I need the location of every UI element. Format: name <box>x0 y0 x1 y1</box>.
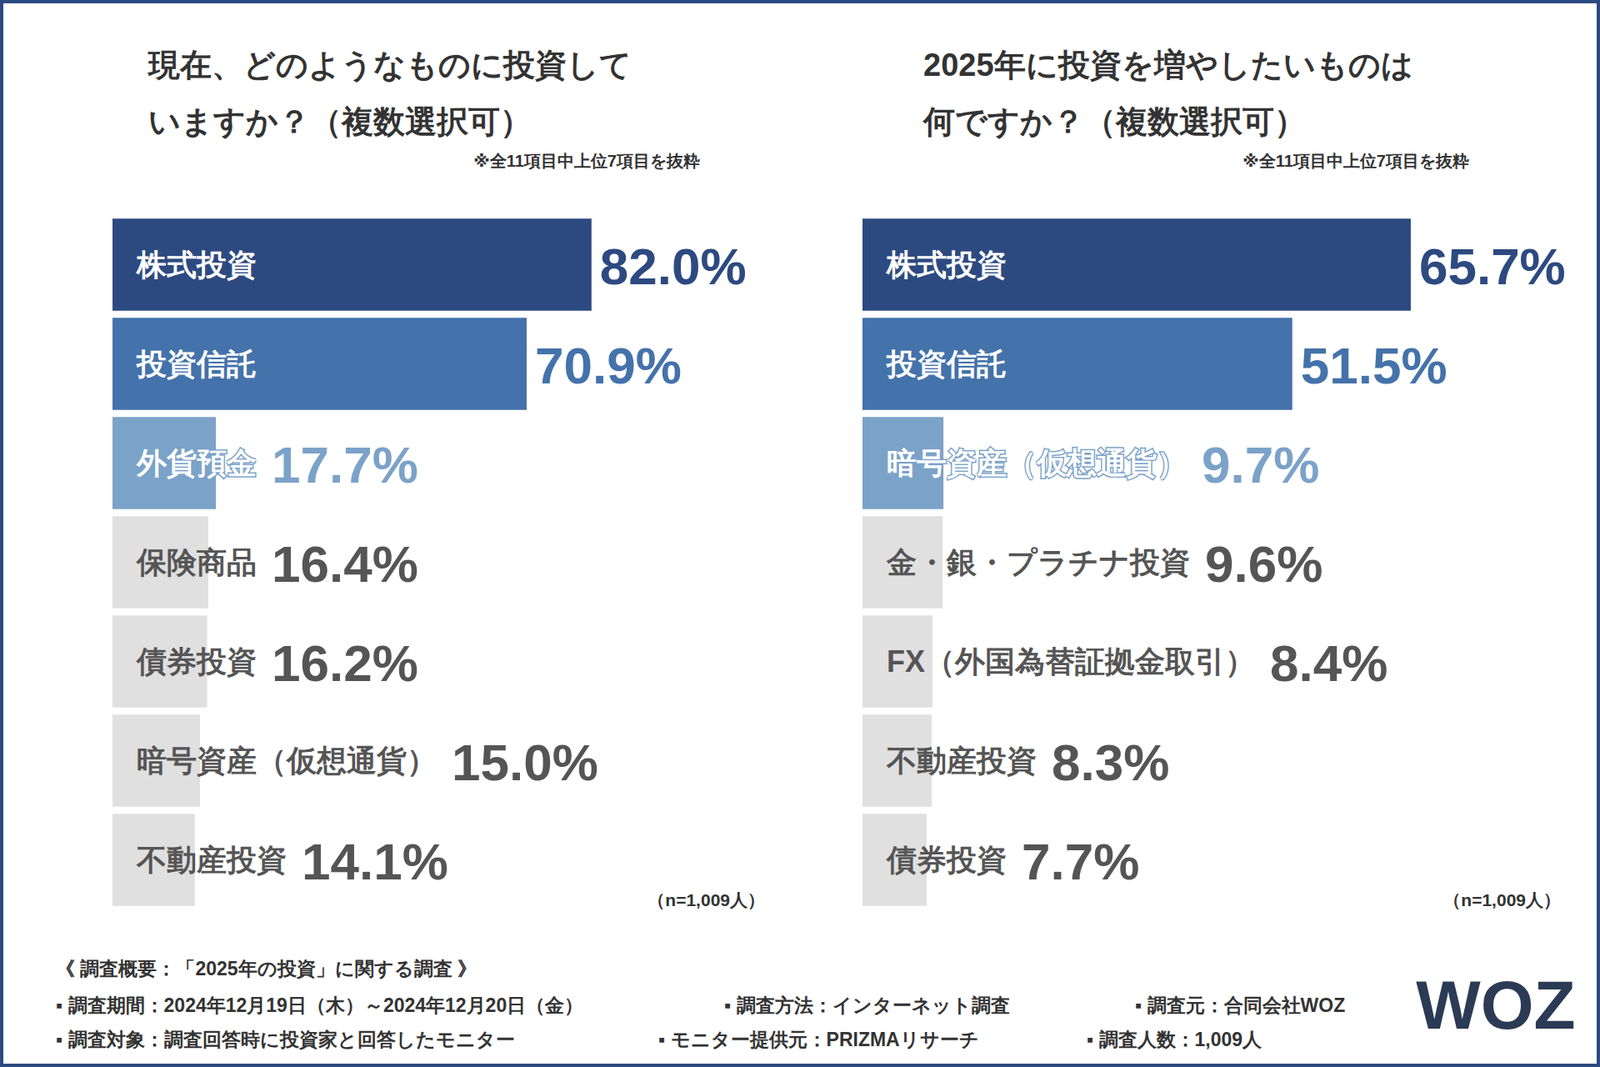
svg-text:投資信託: 投資信託 <box>885 346 1007 381</box>
svg-text:暗号資産（仮想通貨）: 暗号資産（仮想通貨） <box>136 743 437 778</box>
svg-text:※全11項目中上位7項目を抜粋: ※全11項目中上位7項目を抜粋 <box>1242 151 1470 170</box>
svg-text:82.0%: 82.0% <box>600 237 747 295</box>
svg-text:WOZ: WOZ <box>1415 966 1575 1043</box>
svg-text:外貨預金: 外貨預金 <box>135 445 257 480</box>
svg-text:債券投資: 債券投資 <box>135 644 257 679</box>
svg-text:▪ 調査対象：調査回答時に投資家と回答したモニター: ▪ 調査対象：調査回答時に投資家と回答したモニター <box>55 1028 515 1050</box>
svg-text:《 調査概要：「2025年の投資」に関する調査 》: 《 調査概要：「2025年の投資」に関する調査 》 <box>55 957 477 980</box>
svg-text:2025年に投資を増やしたいものは: 2025年に投資を増やしたいものは <box>923 47 1414 83</box>
svg-text:7.7%: 7.7% <box>1021 832 1140 890</box>
svg-text:金・銀・プラチナ投資: 金・銀・プラチナ投資 <box>885 545 1190 580</box>
svg-text:▪ 調査期間：2024年12月19日（木）～2024年12月: ▪ 調査期間：2024年12月19日（木）～2024年12月20日（金） <box>55 994 584 1016</box>
svg-text:（n=1,009人）: （n=1,009人） <box>1443 890 1561 910</box>
svg-text:暗号資産（仮想通貨）: 暗号資産（仮想通貨） <box>886 445 1187 480</box>
svg-text:FX（外国為替証拠金取引）: FX（外国為替証拠金取引） <box>886 644 1255 679</box>
svg-text:▪ モニター提供元：PRIZMAリサーチ: ▪ モニター提供元：PRIZMAリサーチ <box>658 1028 980 1050</box>
svg-text:株式投資: 株式投資 <box>135 247 257 282</box>
svg-text:▪ 調査人数：1,009人: ▪ 調査人数：1,009人 <box>1086 1028 1263 1050</box>
svg-text:現在、どのようなものに投資して: 現在、どのようなものに投資して <box>146 47 632 83</box>
svg-text:9.7%: 9.7% <box>1201 435 1320 494</box>
svg-text:8.3%: 8.3% <box>1051 733 1170 791</box>
svg-text:8.4%: 8.4% <box>1270 634 1388 692</box>
svg-text:14.1%: 14.1% <box>301 832 449 890</box>
svg-text:▪ 調査元：合同会社WOZ: ▪ 調査元：合同会社WOZ <box>1135 994 1345 1016</box>
svg-text:16.4%: 16.4% <box>271 535 419 593</box>
svg-text:不動産投資: 不動産投資 <box>135 842 287 877</box>
svg-text:投資信託: 投資信託 <box>135 346 257 381</box>
svg-text:▪ 調査方法：インターネット調査: ▪ 調査方法：インターネット調査 <box>724 994 1010 1016</box>
svg-text:51.5%: 51.5% <box>1300 336 1448 395</box>
svg-text:15.0%: 15.0% <box>451 733 599 791</box>
svg-text:いますか？（複数選択可）: いますか？（複数選択可） <box>148 104 532 140</box>
svg-text:70.9%: 70.9% <box>535 336 682 395</box>
svg-text:債券投資: 債券投資 <box>885 842 1007 877</box>
svg-text:17.7%: 17.7% <box>271 435 419 494</box>
svg-text:（n=1,009人）: （n=1,009人） <box>647 890 765 910</box>
svg-text:65.7%: 65.7% <box>1419 237 1566 295</box>
svg-text:株式投資: 株式投資 <box>885 247 1007 282</box>
svg-text:保険商品: 保険商品 <box>135 545 257 580</box>
svg-text:何ですか？（複数選択可）: 何ですか？（複数選択可） <box>921 104 1306 140</box>
svg-text:9.6%: 9.6% <box>1205 535 1323 593</box>
svg-text:※全11項目中上位7項目を抜粋: ※全11項目中上位7項目を抜粋 <box>473 151 700 170</box>
svg-text:不動産投資: 不動産投資 <box>885 743 1037 778</box>
svg-text:16.2%: 16.2% <box>271 634 419 692</box>
